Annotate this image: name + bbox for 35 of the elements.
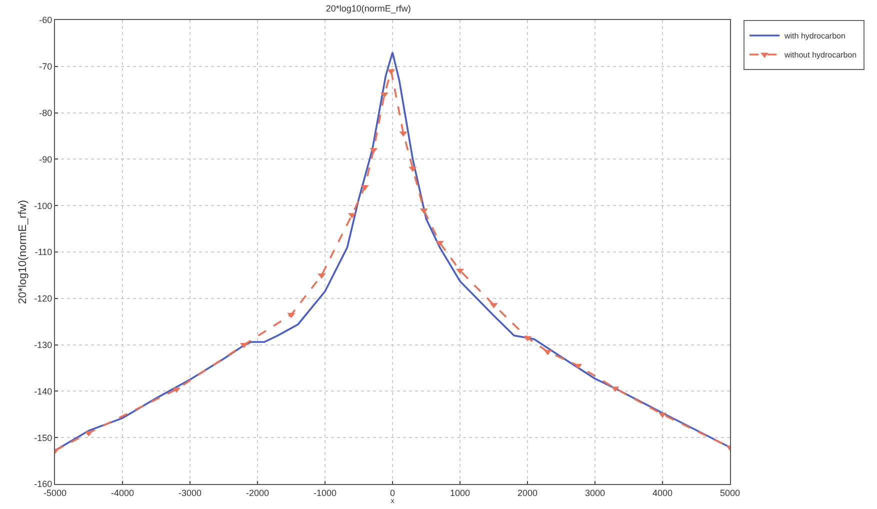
point	[399, 131, 408, 137]
point	[574, 364, 582, 370]
point	[420, 208, 428, 214]
x-tick-label: -5000	[43, 488, 67, 498]
x-tick-label: -4000	[110, 488, 134, 498]
y-tick-label: -110	[34, 247, 52, 258]
legend-label: with hydrocarbon	[784, 32, 846, 41]
point	[360, 185, 369, 191]
y-tick-label: -90	[39, 154, 52, 164]
y-tick-label: -100	[34, 200, 52, 211]
x-tick-label: -1000	[313, 488, 337, 498]
y-axis-title: 20*log10(normE_rfw)	[16, 200, 29, 304]
x-tick-label: 3000	[584, 488, 606, 498]
y-tick-label: -130	[34, 340, 52, 350]
x-tick-label: -3000	[178, 488, 202, 498]
x-tick-label: 5000	[720, 488, 740, 498]
point	[380, 92, 388, 98]
x-tick-label: -2000	[246, 488, 270, 498]
x-tick-label: 1000	[450, 488, 470, 498]
chart-title: 20*log10(normE_rfw)	[326, 3, 411, 14]
y-tick-label: -140	[34, 386, 52, 396]
point	[287, 312, 296, 318]
x-tick-label: 0	[390, 488, 396, 498]
point	[387, 69, 396, 75]
point	[436, 240, 444, 246]
legend-label: without hydrocarbon	[784, 50, 857, 60]
x-tick-label: 4000	[652, 488, 673, 498]
y-tick-label: -60	[39, 15, 52, 26]
y-tick-label: -120	[34, 294, 52, 304]
y-tick-label: -70	[39, 62, 52, 72]
y-tick-label: -150	[34, 432, 52, 443]
x-tick-label: 2000	[517, 488, 538, 498]
y-tick-label: -80	[39, 108, 52, 118]
y-tick-label: -160	[34, 479, 52, 490]
point	[318, 273, 326, 279]
